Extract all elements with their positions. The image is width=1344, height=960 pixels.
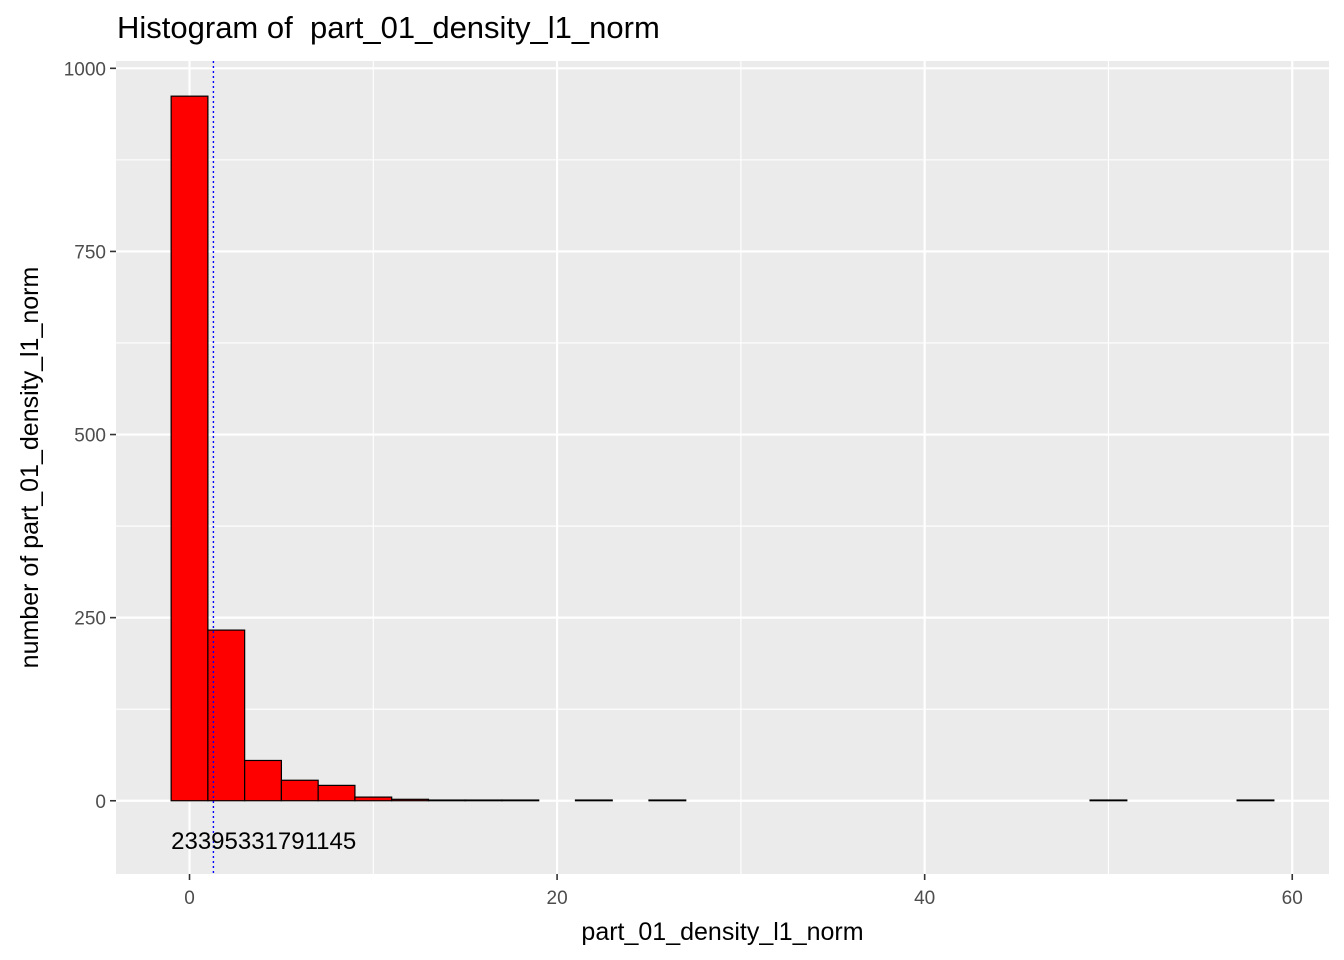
- histogram-bar: [464, 799, 503, 802]
- y-tick-label: 0: [95, 792, 106, 813]
- histogram-bar: [280, 779, 319, 802]
- count-label: 23395331791145: [171, 828, 356, 855]
- x-tick-label: 0: [184, 888, 195, 909]
- histogram-bar: [574, 799, 613, 802]
- y-tick-label: 500: [74, 426, 106, 447]
- histogram-bar: [501, 799, 540, 802]
- histogram-bar: [1089, 799, 1128, 802]
- x-axis-title: part_01_density_l1_norm: [581, 918, 863, 946]
- histogram-bar: [207, 629, 246, 802]
- y-axis-title: number of part_01_density_l1_norm: [16, 267, 44, 669]
- plot-panel: [116, 61, 1329, 874]
- histogram-bar: [1236, 799, 1275, 802]
- histogram-bar: [170, 95, 209, 802]
- histogram-bar: [244, 759, 283, 802]
- y-tick-label: 1000: [64, 59, 106, 80]
- x-tick-label: 60: [1282, 888, 1303, 909]
- histogram-bar: [648, 799, 687, 802]
- y-tick-label: 250: [74, 609, 106, 630]
- x-axis: 0 20 40 60: [184, 874, 1303, 909]
- x-tick-label: 20: [547, 888, 568, 909]
- histogram-bar: [427, 799, 466, 802]
- y-tick-label: 750: [74, 242, 106, 263]
- y-axis: 0 250 500 750 1000: [64, 59, 116, 813]
- grid-minor: [116, 61, 1329, 874]
- x-tick-label: 40: [914, 888, 935, 909]
- histogram-bar: [317, 784, 356, 802]
- chart-title: Histogram of part_01_density_l1_norm: [117, 10, 660, 45]
- histogram-bar: [354, 796, 393, 802]
- histogram-bar: [391, 798, 430, 802]
